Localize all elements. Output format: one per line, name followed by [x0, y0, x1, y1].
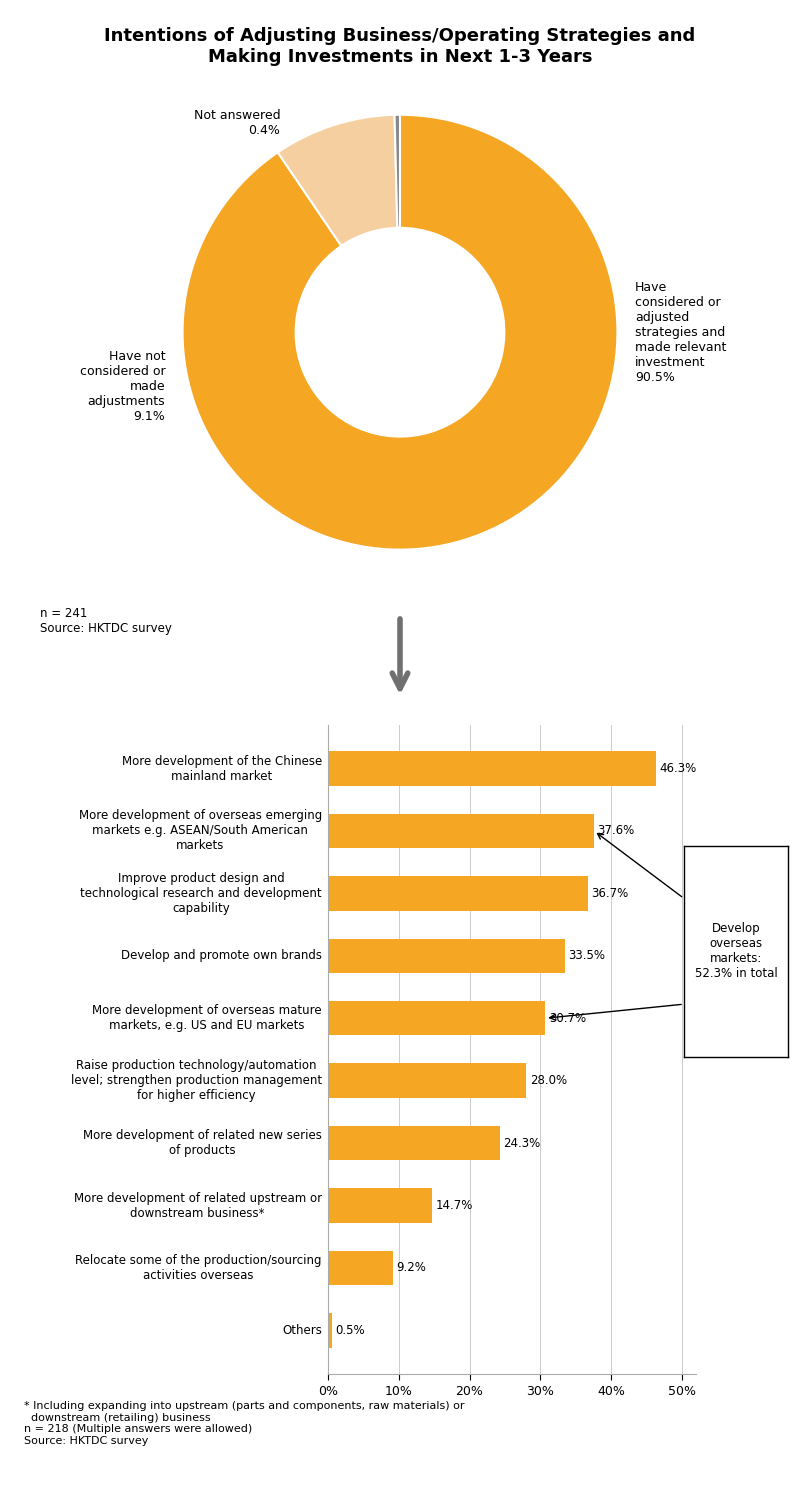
Bar: [328, 1314, 331, 1347]
Bar: [328, 1126, 500, 1160]
Text: Others: Others: [282, 1324, 322, 1336]
Text: Relocate some of the production/sourcing
activities overseas: Relocate some of the production/sourcing…: [75, 1253, 322, 1282]
Text: 9.2%: 9.2%: [397, 1261, 426, 1274]
Text: More development of related upstream or
downstream business*: More development of related upstream or …: [74, 1191, 322, 1220]
Text: Have not
considered or
made
adjustments
9.1%: Have not considered or made adjustments …: [79, 350, 165, 423]
Text: Intentions of Adjusting Business/Operating Strategies and
Making Investments in : Intentions of Adjusting Business/Operati…: [104, 27, 696, 66]
Bar: [328, 752, 656, 785]
Text: 36.7%: 36.7%: [591, 886, 629, 900]
Wedge shape: [182, 115, 618, 550]
Text: More development of related new series
of products: More development of related new series o…: [83, 1129, 322, 1157]
Bar: [328, 1063, 526, 1098]
Text: Develop
overseas
markets:
52.3% in total: Develop overseas markets: 52.3% in total: [694, 923, 778, 980]
Bar: [328, 939, 565, 972]
Text: 28.0%: 28.0%: [530, 1074, 567, 1087]
Wedge shape: [394, 115, 400, 228]
Text: Have
considered or
adjusted
strategies and
made relevant
investment
90.5%: Have considered or adjusted strategies a…: [635, 281, 726, 384]
Bar: [328, 1188, 432, 1223]
Text: Improve product design and
technological research and development
capability: Improve product design and technological…: [80, 871, 322, 915]
Text: More development of overseas emerging
markets e.g. ASEAN/South American
markets: More development of overseas emerging ma…: [78, 809, 322, 853]
Text: 46.3%: 46.3%: [659, 763, 697, 775]
Text: 0.5%: 0.5%: [335, 1324, 365, 1336]
Text: Develop and promote own brands: Develop and promote own brands: [121, 950, 322, 962]
Text: More development of overseas mature
markets, e.g. US and EU markets: More development of overseas mature mark…: [92, 1004, 322, 1033]
Text: * Including expanding into upstream (parts and components, raw materials) or
  d: * Including expanding into upstream (par…: [24, 1401, 465, 1447]
Text: 30.7%: 30.7%: [549, 1012, 586, 1025]
Text: 37.6%: 37.6%: [598, 824, 635, 838]
Text: Not answered
0.4%: Not answered 0.4%: [194, 109, 281, 136]
Text: More development of the Chinese
mainland market: More development of the Chinese mainland…: [122, 755, 322, 782]
Text: Raise production technology/automation
level; strengthen production management
f: Raise production technology/automation l…: [70, 1059, 322, 1102]
Bar: [328, 876, 588, 911]
Text: 24.3%: 24.3%: [503, 1137, 541, 1149]
Bar: [328, 1250, 393, 1285]
Text: n = 241
Source: HKTDC survey: n = 241 Source: HKTDC survey: [40, 607, 172, 636]
Wedge shape: [278, 115, 398, 246]
Bar: [328, 814, 594, 849]
Bar: [328, 1001, 546, 1036]
Text: 33.5%: 33.5%: [569, 950, 606, 962]
Text: 14.7%: 14.7%: [435, 1199, 473, 1213]
